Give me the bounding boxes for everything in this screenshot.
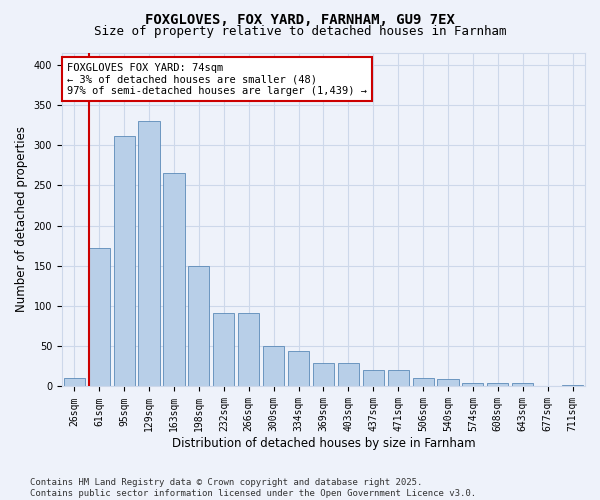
Bar (288, 351, 309, 386)
Bar (463, 384, 484, 386)
Bar (113, 136, 135, 386)
Bar (139, 121, 160, 386)
Bar (89, 248, 110, 386)
Bar (188, 266, 209, 386)
Text: Size of property relative to detached houses in Farnham: Size of property relative to detached ho… (94, 25, 506, 38)
Bar (163, 173, 185, 386)
Bar (512, 384, 533, 386)
Bar (487, 384, 508, 386)
Bar (388, 370, 409, 386)
Bar (313, 363, 334, 386)
Bar (338, 363, 359, 386)
Bar (362, 370, 384, 386)
Bar (213, 313, 235, 386)
Bar (562, 385, 583, 386)
Bar (413, 378, 434, 386)
Bar (238, 313, 259, 386)
Text: FOXGLOVES, FOX YARD, FARNHAM, GU9 7EX: FOXGLOVES, FOX YARD, FARNHAM, GU9 7EX (145, 12, 455, 26)
X-axis label: Distribution of detached houses by size in Farnham: Distribution of detached houses by size … (172, 437, 475, 450)
Bar (64, 378, 85, 386)
Bar (437, 379, 458, 386)
Text: FOXGLOVES FOX YARD: 74sqm
← 3% of detached houses are smaller (48)
97% of semi-d: FOXGLOVES FOX YARD: 74sqm ← 3% of detach… (67, 62, 367, 96)
Text: Contains HM Land Registry data © Crown copyright and database right 2025.
Contai: Contains HM Land Registry data © Crown c… (30, 478, 476, 498)
Y-axis label: Number of detached properties: Number of detached properties (15, 126, 28, 312)
Bar (263, 346, 284, 387)
